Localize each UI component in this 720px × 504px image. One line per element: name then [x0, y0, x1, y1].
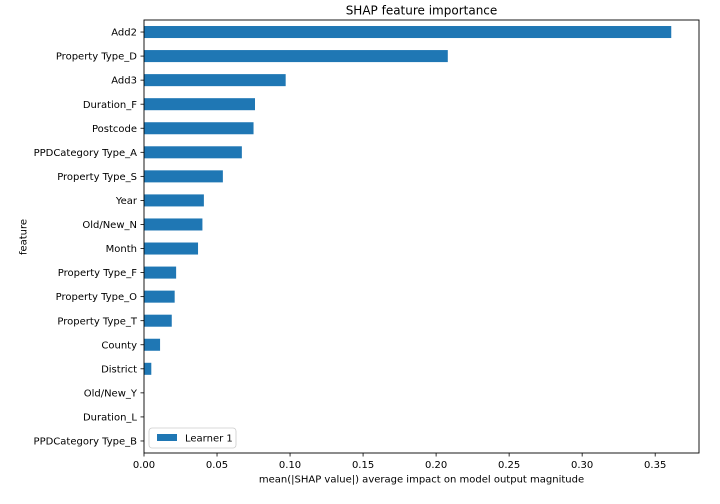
bar	[144, 290, 175, 303]
x-tick-label: 0.35	[644, 460, 666, 471]
bars-group	[144, 26, 672, 375]
y-tick-label: Property Type_S	[57, 172, 137, 183]
x-tick-label: 0.30	[571, 460, 593, 471]
bar	[144, 362, 152, 375]
bar	[144, 314, 172, 327]
x-tick-label: 0.25	[498, 460, 520, 471]
y-ticks-group: Add2 Property Type_D Add3 Duration_F Postcod…	[34, 28, 144, 448]
y-tick-label: District	[101, 364, 137, 375]
y-tick-label: Year	[115, 196, 138, 207]
y-tick-label: Property Type_T	[57, 316, 137, 327]
y-tick-label: Add2	[111, 28, 137, 39]
bar	[144, 170, 223, 183]
y-tick-label: Old/New_N	[82, 220, 137, 231]
bar	[144, 218, 203, 231]
y-tick-label: PPDCategory Type_A	[34, 148, 138, 159]
x-axis-label: mean(|SHAP value|) average impact on mod…	[259, 475, 584, 486]
bar	[144, 146, 242, 159]
bar	[144, 242, 199, 255]
y-tick-label: Duration_F	[83, 100, 137, 111]
bar	[144, 194, 204, 207]
bar	[144, 50, 448, 63]
legend: Learner 1	[148, 427, 237, 449]
legend-label: Learner 1	[185, 434, 233, 445]
legend-swatch	[157, 434, 177, 441]
y-tick-label: Postcode	[92, 124, 137, 135]
y-tick-label: Property Type_F	[58, 268, 137, 279]
x-tick-label: 0.00	[133, 460, 155, 471]
y-tick-label: Old/New_Y	[84, 388, 138, 399]
bar	[144, 266, 177, 279]
bar	[144, 74, 286, 87]
plot-frame	[143, 19, 700, 454]
bar	[144, 338, 161, 351]
bar	[144, 26, 672, 39]
x-tick-label: 0.20	[425, 460, 447, 471]
y-tick-label: PPDCategory Type_B	[34, 437, 138, 448]
y-tick-label: Add3	[111, 76, 137, 87]
x-tick-label: 0.15	[352, 460, 374, 471]
chart-title: SHAP feature importance	[346, 4, 498, 18]
legend-box	[148, 427, 237, 449]
bar	[144, 98, 255, 111]
y-tick-label: Property Type_O	[56, 292, 137, 303]
bar	[144, 122, 254, 135]
y-tick-label: County	[101, 340, 137, 351]
x-ticks-group: 0.00 0.05 0.10 0.15 0.20 0.25 0.30 0.35	[133, 453, 666, 471]
x-tick-label: 0.05	[206, 460, 228, 471]
y-tick-label: Duration_L	[83, 413, 137, 424]
y-tick-label: Month	[106, 244, 137, 255]
y-axis-label: feature	[19, 219, 30, 255]
y-tick-label: Property Type_D	[56, 52, 137, 63]
x-tick-label: 0.10	[279, 460, 301, 471]
